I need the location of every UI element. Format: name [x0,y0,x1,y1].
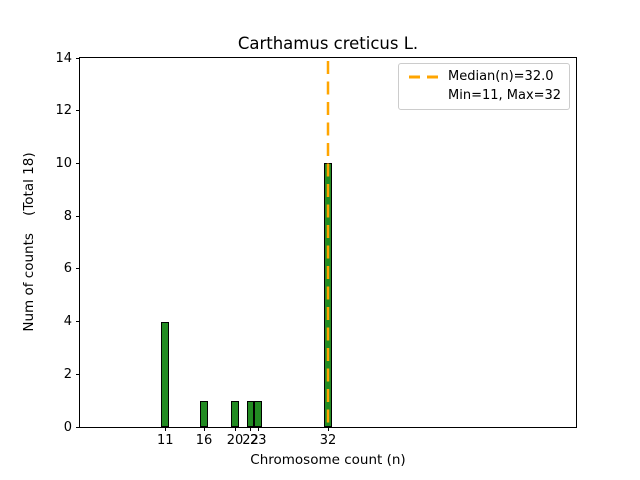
y-tick-label: 12 [55,103,72,119]
y-tick [76,215,80,217]
x-tick-label: 20 [226,433,244,448]
x-tick [234,427,236,431]
y-axis-label: Num of counts (Total 18) [21,152,37,332]
x-tick-label: 22 [242,433,259,448]
y-tick-label: 2 [63,366,72,382]
y-tick [76,57,80,59]
x-tick [250,427,251,431]
x-axis-label: Chromosome count (n) [250,452,406,468]
y-tick [76,321,80,323]
x-tick-label: 23 [249,433,267,448]
chart-title: Carthamus creticus L. [237,34,419,53]
bar-n23 [254,400,263,427]
x-tick-label: 32 [319,433,337,448]
legend-dash-icon [408,74,440,80]
bar-n16 [200,400,208,427]
legend: Median(n)=32.0 Min=11, Max=32 [398,63,570,110]
y-tick [76,162,80,164]
y-tick-label: 6 [63,261,72,277]
x-tick-label: 11 [156,433,174,448]
axes [79,57,577,428]
y-tick-label: 4 [63,314,72,330]
x-tick [327,427,329,431]
y-tick-label: 10 [55,155,72,171]
y-tick-label: 8 [63,208,72,224]
y-tick [76,110,80,112]
x-tick [257,427,259,431]
y-tick-label: 0 [63,419,72,435]
bar-n11 [161,321,170,427]
y-tick [76,426,80,428]
y-tick [76,268,80,270]
legend-row-minmax: Min=11, Max=32 [408,87,563,105]
bar-n22 [246,400,255,427]
x-tick [164,427,166,431]
legend-row-median: Median(n)=32.0 [408,68,563,86]
y-tick-label: 14 [55,50,72,66]
legend-minmax-label: Min=11, Max=32 [448,88,562,103]
median-line [326,58,330,427]
legend-median-label: Median(n)=32.0 [448,69,554,84]
x-tick-label: 16 [195,433,213,448]
y-tick [76,373,80,375]
x-tick [203,427,205,431]
bar-n20 [231,400,239,427]
